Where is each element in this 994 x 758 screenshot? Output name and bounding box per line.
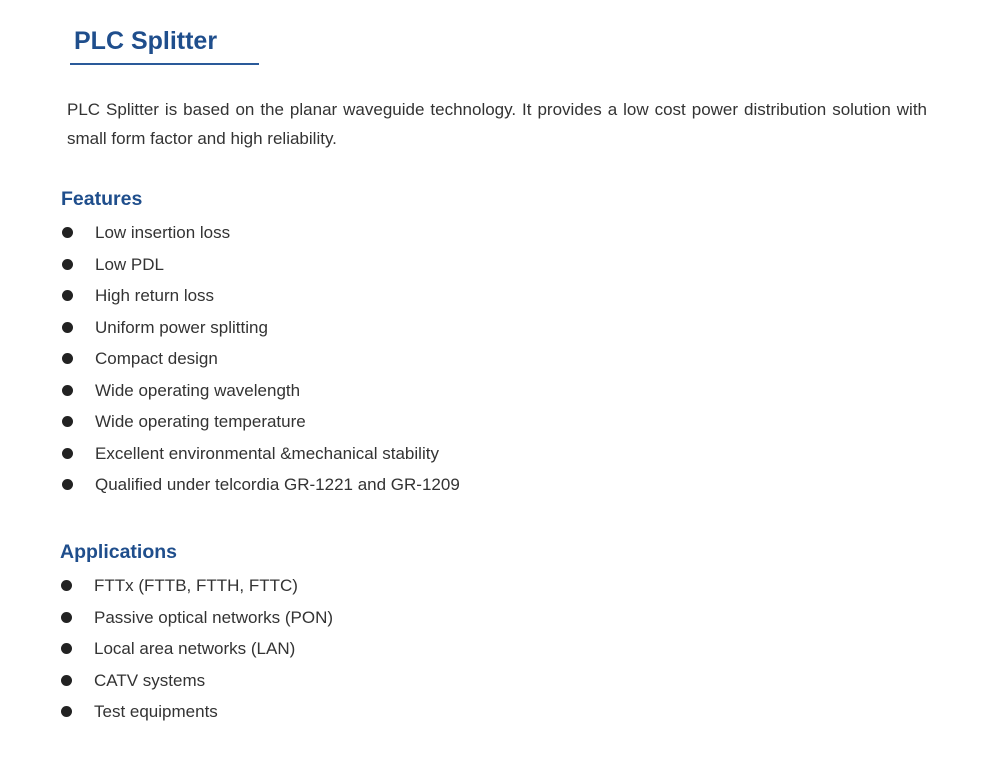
list-item-text: Passive optical networks (PON) bbox=[94, 607, 334, 627]
bullet-icon bbox=[62, 258, 73, 270]
bullet-icon bbox=[62, 353, 73, 364]
list-item-text: Wide operating wavelength bbox=[95, 380, 301, 400]
applications-heading: Applications bbox=[60, 541, 178, 563]
bullet-icon bbox=[61, 706, 72, 717]
list-item-text: Compact design bbox=[95, 349, 218, 368]
list-item-text: Test equipments bbox=[94, 702, 218, 721]
list-item-text: Uniform power splitting bbox=[95, 317, 268, 337]
intro-paragraph: PLC Splitter is based on the planar wave… bbox=[67, 100, 927, 148]
list-item-text: FTTx (FTTB, FTTH, FTTC) bbox=[94, 576, 298, 595]
list-item-text: CATV systems bbox=[94, 670, 206, 690]
title-underline bbox=[70, 63, 259, 65]
list-item-text: Wide operating temperature bbox=[95, 412, 306, 431]
list-item-text: Local area networks (LAN) bbox=[94, 639, 296, 658]
bullet-icon bbox=[61, 674, 72, 686]
bullet-icon bbox=[62, 416, 73, 427]
bullet-icon bbox=[62, 290, 73, 301]
bullet-icon bbox=[62, 321, 73, 333]
list-item-text: High return loss bbox=[95, 286, 215, 305]
list-item-text: Low PDL bbox=[95, 254, 164, 274]
bullet-icon bbox=[62, 384, 73, 396]
bullet-icon bbox=[62, 447, 73, 459]
page-title: PLC Splitter bbox=[74, 27, 218, 55]
list-item-text: Qualified under telcordia GR-1221 and GR… bbox=[95, 475, 460, 494]
bullet-icon bbox=[61, 643, 72, 654]
features-heading: Features bbox=[61, 188, 143, 210]
bullet-icon bbox=[61, 580, 72, 591]
bullet-icon bbox=[62, 479, 73, 490]
list-item-text: Excellent environmental &mechanical stab… bbox=[95, 443, 439, 463]
bullet-icon bbox=[62, 227, 73, 238]
bullet-icon bbox=[61, 611, 72, 623]
list-item-text: Low insertion loss bbox=[95, 223, 231, 242]
